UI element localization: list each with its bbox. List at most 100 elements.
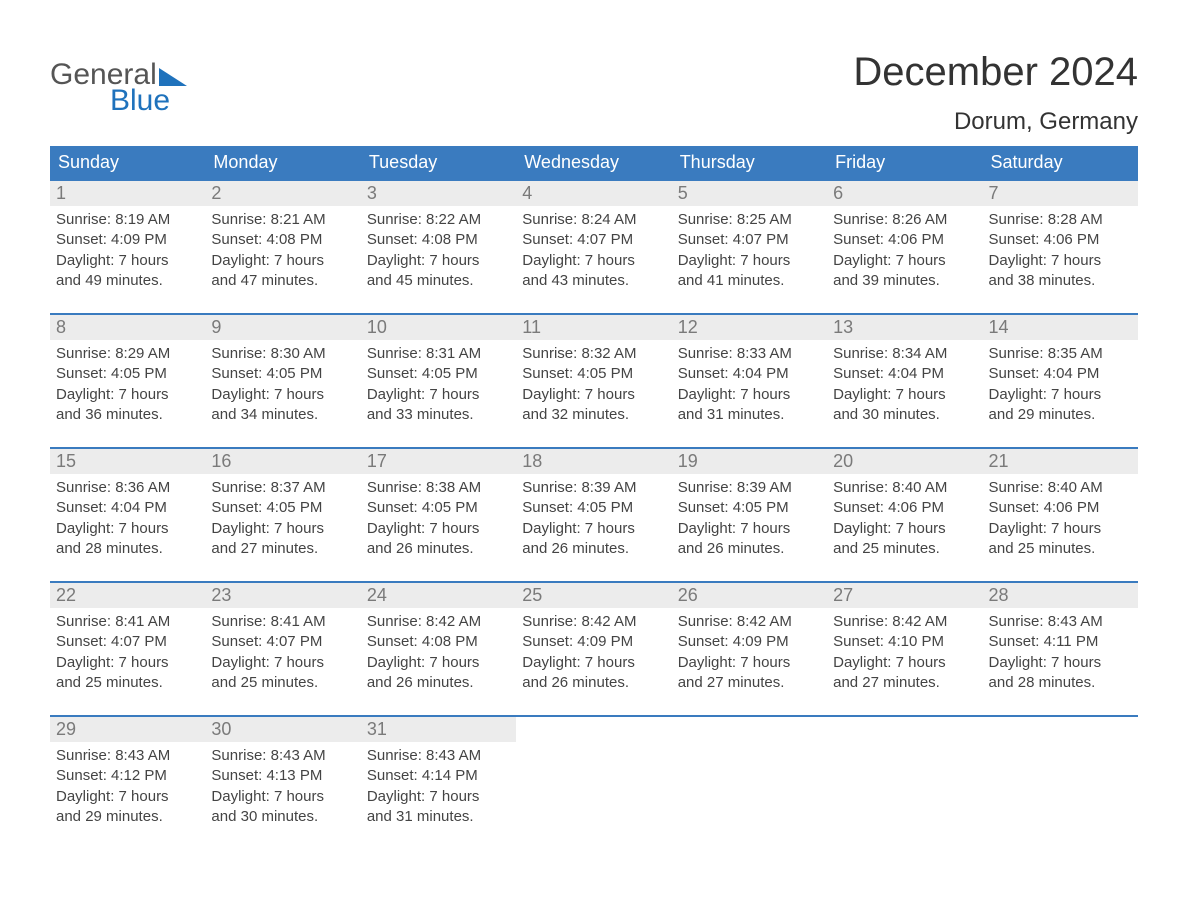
- sunrise-line: Sunrise: 8:43 AM: [367, 746, 510, 766]
- day-number: 16: [205, 449, 360, 474]
- sunrise-line: Sunrise: 8:24 AM: [522, 210, 665, 230]
- daylight-line-1: Daylight: 7 hours: [367, 251, 510, 271]
- daylight-line-2: and 25 minutes.: [833, 539, 976, 559]
- day-number-row: 293031: [50, 717, 1138, 742]
- day-number: 30: [205, 717, 360, 742]
- daylight-line-2: and 36 minutes.: [56, 405, 199, 425]
- sunrise-line: Sunrise: 8:40 AM: [989, 478, 1132, 498]
- sunrise-line: Sunrise: 8:43 AM: [989, 612, 1132, 632]
- day-cell: Sunrise: 8:42 AMSunset: 4:08 PMDaylight:…: [361, 608, 516, 697]
- daylight-line-1: Daylight: 7 hours: [989, 519, 1132, 539]
- daylight-line-2: and 39 minutes.: [833, 271, 976, 291]
- dow-sunday: Sunday: [50, 146, 205, 179]
- day-cell: Sunrise: 8:32 AMSunset: 4:05 PMDaylight:…: [516, 340, 671, 429]
- logo: General Blue: [50, 50, 187, 116]
- daylight-line-1: Daylight: 7 hours: [989, 385, 1132, 405]
- day-cell: [983, 742, 1138, 831]
- sunrise-line: Sunrise: 8:41 AM: [211, 612, 354, 632]
- dow-friday: Friday: [827, 146, 982, 179]
- calendar-week: 891011121314Sunrise: 8:29 AMSunset: 4:05…: [50, 313, 1138, 429]
- day-of-week-header: Sunday Monday Tuesday Wednesday Thursday…: [50, 146, 1138, 179]
- daylight-line-1: Daylight: 7 hours: [833, 519, 976, 539]
- daylight-line-2: and 49 minutes.: [56, 271, 199, 291]
- daylight-line-2: and 30 minutes.: [833, 405, 976, 425]
- sunset-line: Sunset: 4:06 PM: [989, 230, 1132, 250]
- daylight-line-1: Daylight: 7 hours: [833, 385, 976, 405]
- daylight-line-1: Daylight: 7 hours: [211, 653, 354, 673]
- day-number: 8: [50, 315, 205, 340]
- day-cell: [827, 742, 982, 831]
- sunset-line: Sunset: 4:04 PM: [56, 498, 199, 518]
- day-number: 18: [516, 449, 671, 474]
- sunrise-line: Sunrise: 8:39 AM: [522, 478, 665, 498]
- daylight-line-1: Daylight: 7 hours: [56, 787, 199, 807]
- day-cell: Sunrise: 8:40 AMSunset: 4:06 PMDaylight:…: [827, 474, 982, 563]
- sunrise-line: Sunrise: 8:42 AM: [678, 612, 821, 632]
- sunset-line: Sunset: 4:05 PM: [211, 364, 354, 384]
- daylight-line-1: Daylight: 7 hours: [833, 251, 976, 271]
- day-cell: Sunrise: 8:33 AMSunset: 4:04 PMDaylight:…: [672, 340, 827, 429]
- daylight-line-2: and 32 minutes.: [522, 405, 665, 425]
- day-number: 12: [672, 315, 827, 340]
- daylight-line-2: and 25 minutes.: [989, 539, 1132, 559]
- sunset-line: Sunset: 4:07 PM: [522, 230, 665, 250]
- daylight-line-1: Daylight: 7 hours: [522, 251, 665, 271]
- sunrise-line: Sunrise: 8:42 AM: [522, 612, 665, 632]
- daylight-line-1: Daylight: 7 hours: [56, 385, 199, 405]
- calendar-week: 15161718192021Sunrise: 8:36 AMSunset: 4:…: [50, 447, 1138, 563]
- sunset-line: Sunset: 4:05 PM: [211, 498, 354, 518]
- day-number: 24: [361, 583, 516, 608]
- day-cell: Sunrise: 8:35 AMSunset: 4:04 PMDaylight:…: [983, 340, 1138, 429]
- day-cell: Sunrise: 8:40 AMSunset: 4:06 PMDaylight:…: [983, 474, 1138, 563]
- sunset-line: Sunset: 4:07 PM: [211, 632, 354, 652]
- day-number-row: 15161718192021: [50, 449, 1138, 474]
- daylight-line-1: Daylight: 7 hours: [211, 519, 354, 539]
- day-number-row: 891011121314: [50, 315, 1138, 340]
- calendar-page: General Blue December 2024 Dorum, German…: [0, 0, 1188, 871]
- day-number: [827, 717, 982, 742]
- sunset-line: Sunset: 4:14 PM: [367, 766, 510, 786]
- sunset-line: Sunset: 4:05 PM: [678, 498, 821, 518]
- day-cell: Sunrise: 8:36 AMSunset: 4:04 PMDaylight:…: [50, 474, 205, 563]
- sunrise-line: Sunrise: 8:35 AM: [989, 344, 1132, 364]
- sunrise-line: Sunrise: 8:29 AM: [56, 344, 199, 364]
- day-cell: Sunrise: 8:41 AMSunset: 4:07 PMDaylight:…: [50, 608, 205, 697]
- daylight-line-2: and 38 minutes.: [989, 271, 1132, 291]
- day-number: 7: [983, 181, 1138, 206]
- day-number: 14: [983, 315, 1138, 340]
- sunset-line: Sunset: 4:13 PM: [211, 766, 354, 786]
- calendar-week: 1234567Sunrise: 8:19 AMSunset: 4:09 PMDa…: [50, 179, 1138, 295]
- daylight-line-2: and 34 minutes.: [211, 405, 354, 425]
- daylight-line-1: Daylight: 7 hours: [989, 251, 1132, 271]
- sunrise-line: Sunrise: 8:41 AM: [56, 612, 199, 632]
- day-cell: Sunrise: 8:39 AMSunset: 4:05 PMDaylight:…: [672, 474, 827, 563]
- day-content-row: Sunrise: 8:19 AMSunset: 4:09 PMDaylight:…: [50, 206, 1138, 295]
- day-cell: Sunrise: 8:21 AMSunset: 4:08 PMDaylight:…: [205, 206, 360, 295]
- day-number: [983, 717, 1138, 742]
- day-cell: Sunrise: 8:24 AMSunset: 4:07 PMDaylight:…: [516, 206, 671, 295]
- day-cell: Sunrise: 8:25 AMSunset: 4:07 PMDaylight:…: [672, 206, 827, 295]
- day-number: 26: [672, 583, 827, 608]
- day-cell: Sunrise: 8:34 AMSunset: 4:04 PMDaylight:…: [827, 340, 982, 429]
- day-content-row: Sunrise: 8:41 AMSunset: 4:07 PMDaylight:…: [50, 608, 1138, 697]
- day-cell: Sunrise: 8:38 AMSunset: 4:05 PMDaylight:…: [361, 474, 516, 563]
- sunrise-line: Sunrise: 8:40 AM: [833, 478, 976, 498]
- sunrise-line: Sunrise: 8:25 AM: [678, 210, 821, 230]
- sunrise-line: Sunrise: 8:30 AM: [211, 344, 354, 364]
- daylight-line-1: Daylight: 7 hours: [211, 251, 354, 271]
- sunset-line: Sunset: 4:04 PM: [833, 364, 976, 384]
- day-number: 29: [50, 717, 205, 742]
- day-number: 23: [205, 583, 360, 608]
- sunrise-line: Sunrise: 8:42 AM: [833, 612, 976, 632]
- sunrise-line: Sunrise: 8:39 AM: [678, 478, 821, 498]
- sunset-line: Sunset: 4:10 PM: [833, 632, 976, 652]
- daylight-line-2: and 26 minutes.: [367, 673, 510, 693]
- sunset-line: Sunset: 4:07 PM: [56, 632, 199, 652]
- day-number-row: 22232425262728: [50, 583, 1138, 608]
- daylight-line-1: Daylight: 7 hours: [989, 653, 1132, 673]
- day-cell: Sunrise: 8:29 AMSunset: 4:05 PMDaylight:…: [50, 340, 205, 429]
- sunrise-line: Sunrise: 8:26 AM: [833, 210, 976, 230]
- sunset-line: Sunset: 4:05 PM: [522, 364, 665, 384]
- daylight-line-2: and 31 minutes.: [367, 807, 510, 827]
- day-number: 13: [827, 315, 982, 340]
